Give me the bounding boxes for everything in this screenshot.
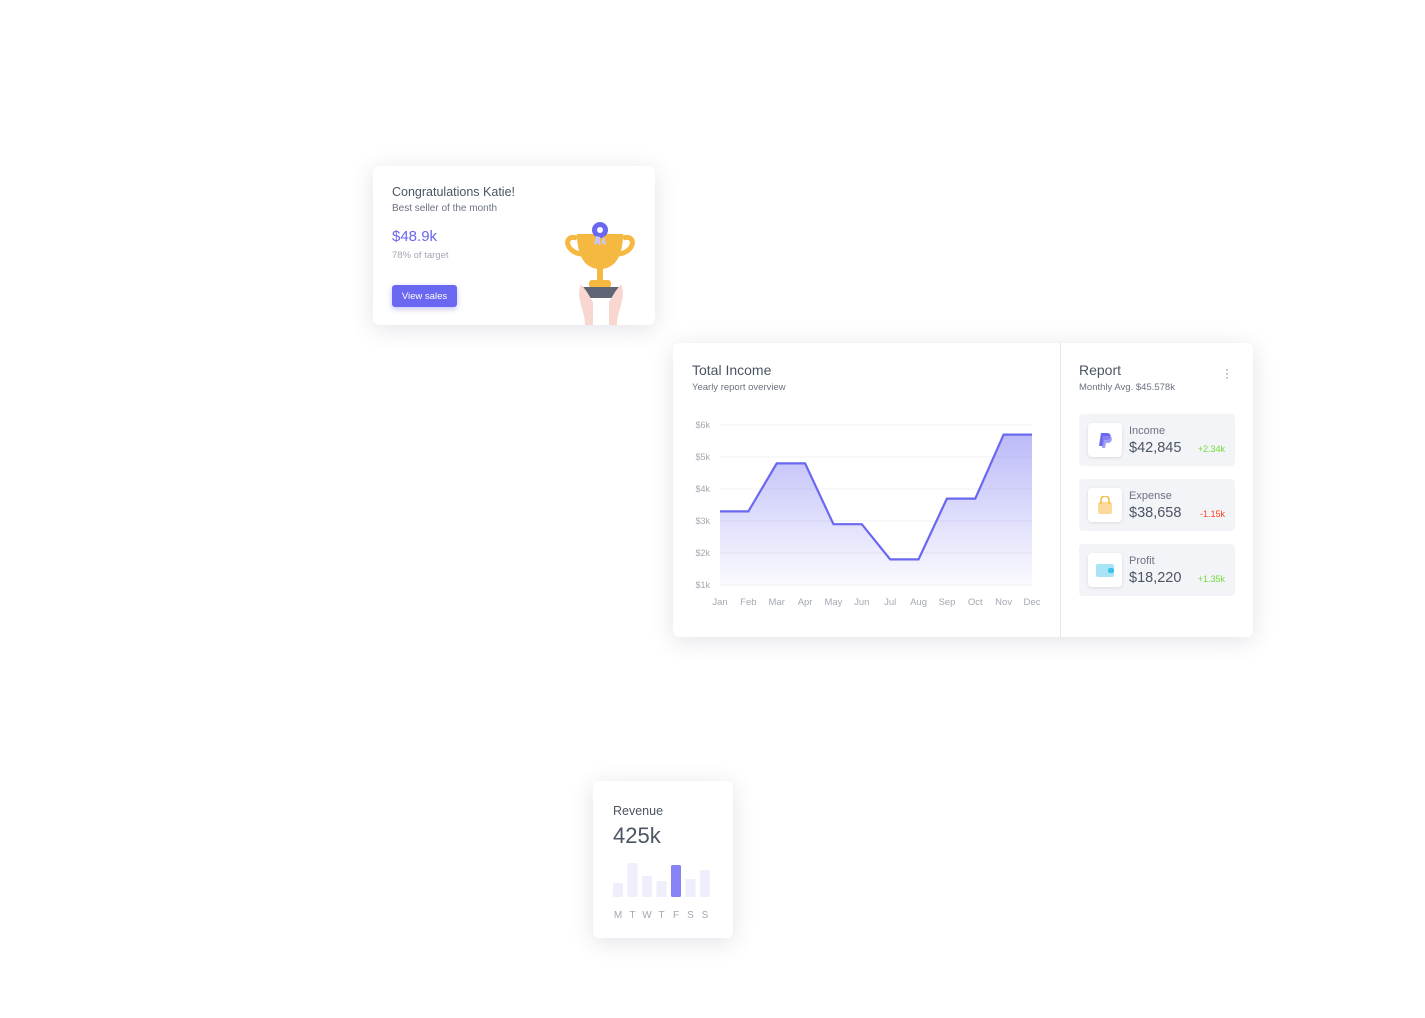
report-item-expense: Expense $38,658 -1.15k	[1079, 479, 1235, 531]
revenue-title: Revenue	[613, 804, 664, 818]
y-tick-label: $2k	[695, 548, 710, 558]
x-tick-label: Feb	[740, 597, 756, 608]
target-text: 78% of target	[392, 250, 449, 261]
day-label: T	[629, 910, 635, 921]
day-label: W	[642, 910, 652, 921]
day-label: F	[673, 910, 679, 921]
more-options-icon[interactable]: · · ·	[1225, 362, 1229, 384]
item-label: Expense	[1129, 490, 1172, 502]
revenue-value: 425k	[613, 823, 661, 848]
x-tick-label: Mar	[769, 597, 785, 608]
income-line	[720, 433, 1032, 561]
item-delta: -1.15k	[1199, 509, 1225, 519]
item-delta: +1.35k	[1197, 574, 1225, 584]
x-tick-label: Jul	[884, 597, 896, 608]
x-tick-label: Apr	[798, 597, 813, 608]
income-chart: $1k $2k $3k $4k $5k $6k Jan Feb Mar Apr May Jun Jul A…	[695, 420, 1041, 608]
item-delta: +2.34k	[1197, 444, 1225, 454]
y-tick-label: $3k	[695, 516, 710, 526]
day-label: M	[614, 910, 622, 921]
day-label: S	[702, 910, 709, 921]
x-tick-label: Sep	[938, 597, 955, 608]
wallet-icon	[1088, 553, 1122, 587]
item-value: $38,658	[1129, 505, 1182, 521]
paypal-icon	[1088, 423, 1122, 457]
item-label: Profit	[1129, 555, 1155, 567]
x-tick-label: Jun	[854, 597, 869, 608]
y-tick-label: $4k	[695, 484, 710, 494]
report-title: Report	[1079, 362, 1122, 378]
day-label: T	[658, 910, 664, 921]
y-tick-label: $5k	[695, 452, 710, 462]
sales-amount: $48.9k	[392, 228, 438, 245]
congrats-subtitle: Best seller of the month	[392, 203, 498, 214]
divider	[1060, 343, 1061, 637]
report-item-income: Income $42,845 +2.34k	[1079, 414, 1235, 466]
revenue-bar	[700, 870, 710, 897]
revenue-bar	[671, 865, 681, 897]
report-item-profit: Profit $18,220 +1.35k	[1079, 544, 1235, 596]
item-label: Income	[1129, 425, 1166, 437]
income-subtitle: Yearly report overview	[692, 382, 786, 393]
total-income-card: Total Income Yearly report overview $1k $…	[673, 343, 1253, 637]
x-tick-label: Dec	[1024, 597, 1041, 608]
revenue-bar	[642, 876, 652, 897]
y-tick-label: $6k	[695, 420, 710, 430]
x-tick-label: Oct	[968, 597, 983, 608]
item-value: $42,845	[1129, 440, 1182, 456]
revenue-bar	[613, 883, 623, 897]
shopping-bag-icon	[1088, 488, 1122, 522]
congrats-title: Congratulations Katie!	[392, 185, 515, 199]
x-tick-label: Aug	[910, 597, 927, 608]
area-fill	[720, 434, 1032, 585]
revenue-bar	[627, 863, 638, 897]
x-tick-label: Nov	[995, 597, 1012, 608]
income-title: Total Income	[692, 362, 772, 378]
congrats-card: Congratulations Katie! Best seller of th…	[373, 166, 655, 325]
revenue-bar	[685, 879, 696, 897]
report-subtitle: Monthly Avg. $45.578k	[1079, 382, 1175, 393]
item-value: $18,220	[1129, 570, 1182, 586]
x-tick-label: Jan	[712, 597, 727, 608]
x-tick-label: May	[824, 597, 842, 608]
view-sales-button[interactable]: View sales	[392, 285, 457, 307]
trophy-icon	[565, 222, 635, 325]
day-label: S	[687, 910, 694, 921]
y-tick-label: $1k	[695, 580, 710, 590]
revenue-bar	[656, 881, 667, 897]
